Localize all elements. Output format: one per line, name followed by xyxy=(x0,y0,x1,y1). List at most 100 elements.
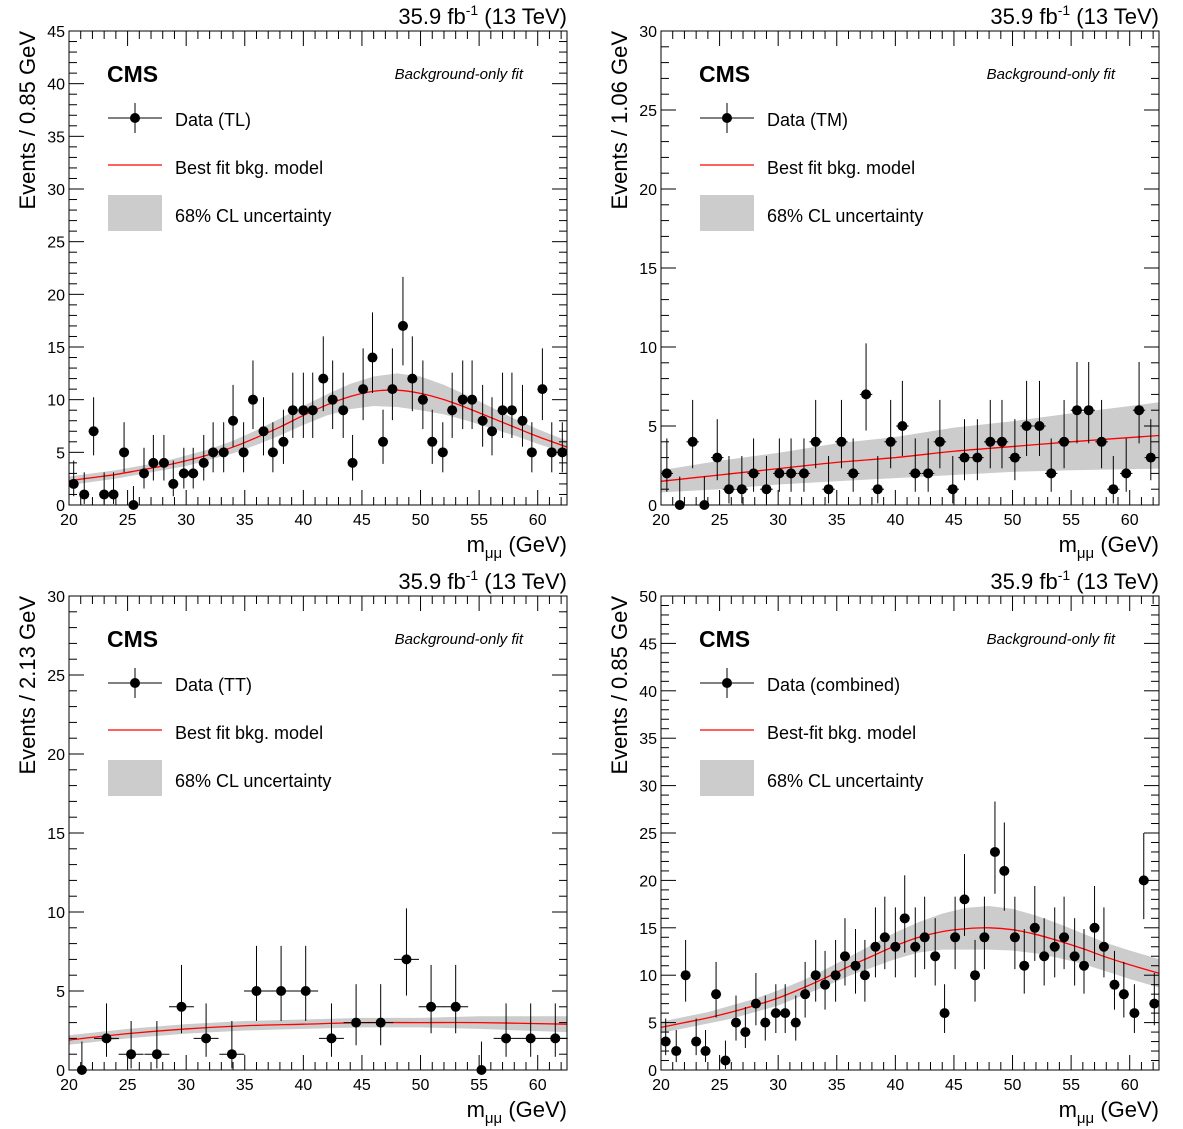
y-axis-label: Events / 0.85 GeV xyxy=(607,596,632,775)
data-marker xyxy=(358,384,369,395)
data-point xyxy=(546,422,557,473)
data-marker xyxy=(996,436,1007,447)
data-point xyxy=(921,438,935,492)
x-tick-label: 50 xyxy=(1004,512,1022,529)
legend-band-swatch xyxy=(108,760,162,796)
data-point xyxy=(387,348,398,421)
data-point xyxy=(397,276,408,366)
data-point xyxy=(287,372,298,438)
x-tick-label: 50 xyxy=(412,512,430,529)
data-point xyxy=(238,422,249,473)
data-point xyxy=(871,456,884,504)
fit-type-label: Background-only fit xyxy=(987,631,1116,648)
legend-band-label: 68% CL uncertainty xyxy=(175,771,331,791)
data-marker xyxy=(850,960,861,971)
data-point xyxy=(457,360,468,430)
data-point xyxy=(691,1018,702,1056)
data-marker xyxy=(872,484,883,495)
legend-data-marker xyxy=(700,103,754,133)
x-tick-label: 60 xyxy=(1121,1077,1139,1094)
y-tick-label: 0 xyxy=(648,1063,657,1080)
data-point xyxy=(784,438,798,492)
data-point xyxy=(158,434,169,481)
data-point xyxy=(899,875,910,953)
data-marker xyxy=(1039,951,1050,962)
data-point xyxy=(1118,961,1129,1018)
data-marker xyxy=(930,951,941,962)
data-marker xyxy=(780,1008,791,1019)
y-tick-label: 30 xyxy=(47,589,65,606)
data-point xyxy=(830,939,841,1002)
data-point xyxy=(318,336,329,412)
data-point xyxy=(896,380,909,456)
data-point xyxy=(518,1003,544,1057)
data-point xyxy=(487,397,498,456)
x-tick-label: 30 xyxy=(769,1077,787,1094)
data-point xyxy=(268,945,294,1021)
data-point xyxy=(517,384,528,447)
data-marker xyxy=(397,320,408,331)
data-marker xyxy=(176,1001,187,1012)
data-marker xyxy=(347,457,358,468)
data-point xyxy=(198,434,209,481)
y-tick-label: 0 xyxy=(648,498,657,515)
data-marker xyxy=(437,447,448,458)
data-point xyxy=(493,1003,519,1057)
data-point xyxy=(467,360,478,430)
plot-frame xyxy=(68,595,568,1071)
data-point xyxy=(1009,896,1020,970)
x-axis-label: mμμ (GeV) xyxy=(467,1097,567,1127)
y-tick-label: 5 xyxy=(648,1016,657,1033)
data-marker xyxy=(158,457,169,468)
data-point xyxy=(1019,929,1030,994)
legend-band-label: 68% CL uncertainty xyxy=(767,771,923,791)
data-marker xyxy=(1098,941,1109,952)
data-points-layer xyxy=(68,276,568,510)
data-marker xyxy=(1009,452,1020,463)
data-marker xyxy=(457,394,468,405)
legend-data-label: Data (TT) xyxy=(175,675,252,695)
data-marker xyxy=(870,941,881,952)
data-marker xyxy=(919,932,930,943)
legend-fit-label: Best fit bkg. model xyxy=(175,158,323,178)
y-tick-label: 0 xyxy=(56,498,65,515)
y-tick-label: 10 xyxy=(639,340,657,357)
legend-marker-dot xyxy=(130,113,140,123)
data-point xyxy=(686,399,699,469)
data-point xyxy=(979,896,990,970)
legend: Data (TT) Best fit bkg. model 68% CL unc… xyxy=(108,668,331,796)
data-point xyxy=(1044,438,1058,492)
data-marker xyxy=(278,436,289,447)
data-marker xyxy=(1089,922,1100,933)
y-tick-label: 20 xyxy=(47,747,65,764)
x-axis-label: mμμ (GeV) xyxy=(467,532,567,562)
data-marker xyxy=(1009,932,1020,943)
data-marker xyxy=(126,1049,137,1060)
y-tick-label: 40 xyxy=(47,77,65,94)
data-points-layer xyxy=(660,343,1158,510)
data-point xyxy=(800,961,811,1018)
x-tick-label: 25 xyxy=(119,1077,137,1094)
data-point xyxy=(247,360,258,430)
x-tick-label: 25 xyxy=(711,512,729,529)
data-marker xyxy=(700,1046,711,1057)
data-marker xyxy=(417,394,428,405)
data-marker xyxy=(823,484,834,495)
lumi-label: 35.9 fb-1 (13 TeV) xyxy=(990,2,1159,29)
lumi-label: 35.9 fb-1 (13 TeV) xyxy=(398,567,567,594)
x-tick-label: 30 xyxy=(177,512,195,529)
data-point xyxy=(971,419,984,481)
data-marker xyxy=(226,1049,237,1060)
data-point xyxy=(193,1003,219,1057)
data-marker xyxy=(401,954,412,965)
y-tick-label: 15 xyxy=(639,261,657,278)
data-marker xyxy=(939,1008,950,1019)
data-point xyxy=(443,964,469,1034)
legend-data-label: Data (TL) xyxy=(175,110,251,130)
x-tick-label: 30 xyxy=(769,512,787,529)
fit-curve xyxy=(660,927,1160,1028)
data-point xyxy=(1089,885,1100,961)
data-marker xyxy=(970,970,981,981)
data-point xyxy=(119,422,130,473)
cms-label: CMS xyxy=(107,626,158,652)
